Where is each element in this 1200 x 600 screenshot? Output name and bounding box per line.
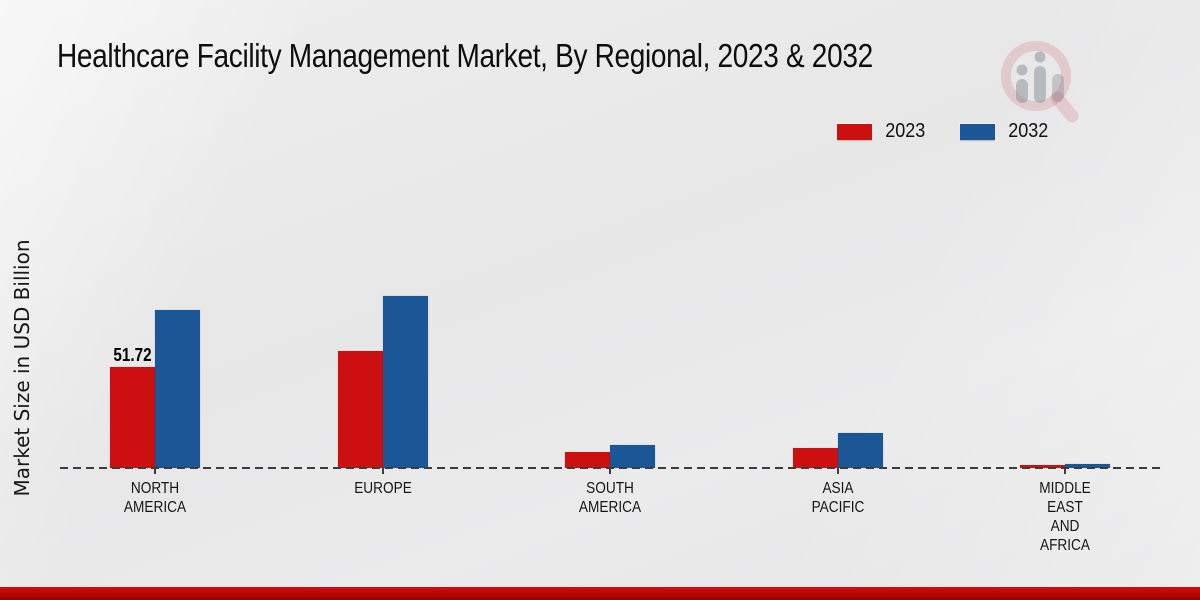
category-label-europe: EUROPE [354, 480, 412, 497]
legend-item-2032: 2032 [959, 120, 1051, 143]
legend-swatch-2023-icon [837, 123, 872, 140]
category-label-asia-pacific: ASIA PACIFIC [811, 480, 865, 516]
bar-2023-europe [338, 351, 383, 468]
category-label-middle-east-and-africa: MIDDLE EAST AND AFRICA [1039, 480, 1091, 554]
legend-item-2023: 2023 [837, 120, 928, 143]
x-axis-tick-europe [382, 468, 384, 474]
bar-2023-asia-pacific [793, 448, 838, 468]
chart-title: Healthcare Facility Management Market, B… [57, 37, 873, 74]
legend: 2023 2032 [837, 120, 1050, 143]
legend-label-2023: 2023 [885, 120, 926, 142]
bar-2023-middle-east-and-africa [1020, 465, 1065, 468]
bar-2032-middle-east-and-africa [1065, 464, 1110, 468]
category-label-north-america: NORTH AMERICA [123, 480, 187, 516]
bar-2032-south-america [610, 445, 655, 468]
value-label-51-72: 51.72 [113, 345, 152, 365]
bar-2023-south-america [565, 452, 610, 468]
x-axis-tick-north-america [154, 468, 156, 474]
x-axis-tick-south-america [609, 468, 611, 474]
x-axis-tick-asia-pacific [837, 468, 839, 474]
legend-label-2032: 2032 [1007, 120, 1048, 142]
bar-2023-north-america [110, 367, 155, 468]
x-axis-tick-middle-east-and-africa [1064, 468, 1066, 474]
category-label-south-america: SOUTH AMERICA [578, 480, 642, 516]
watermark-magnifier-logo [1001, 41, 1079, 123]
bar-2032-north-america [155, 310, 200, 468]
legend-swatch-2032-icon [959, 123, 995, 140]
footer-accent-bar [0, 587, 1200, 600]
bar-2032-asia-pacific [838, 433, 883, 468]
bar-2032-europe [383, 296, 428, 468]
